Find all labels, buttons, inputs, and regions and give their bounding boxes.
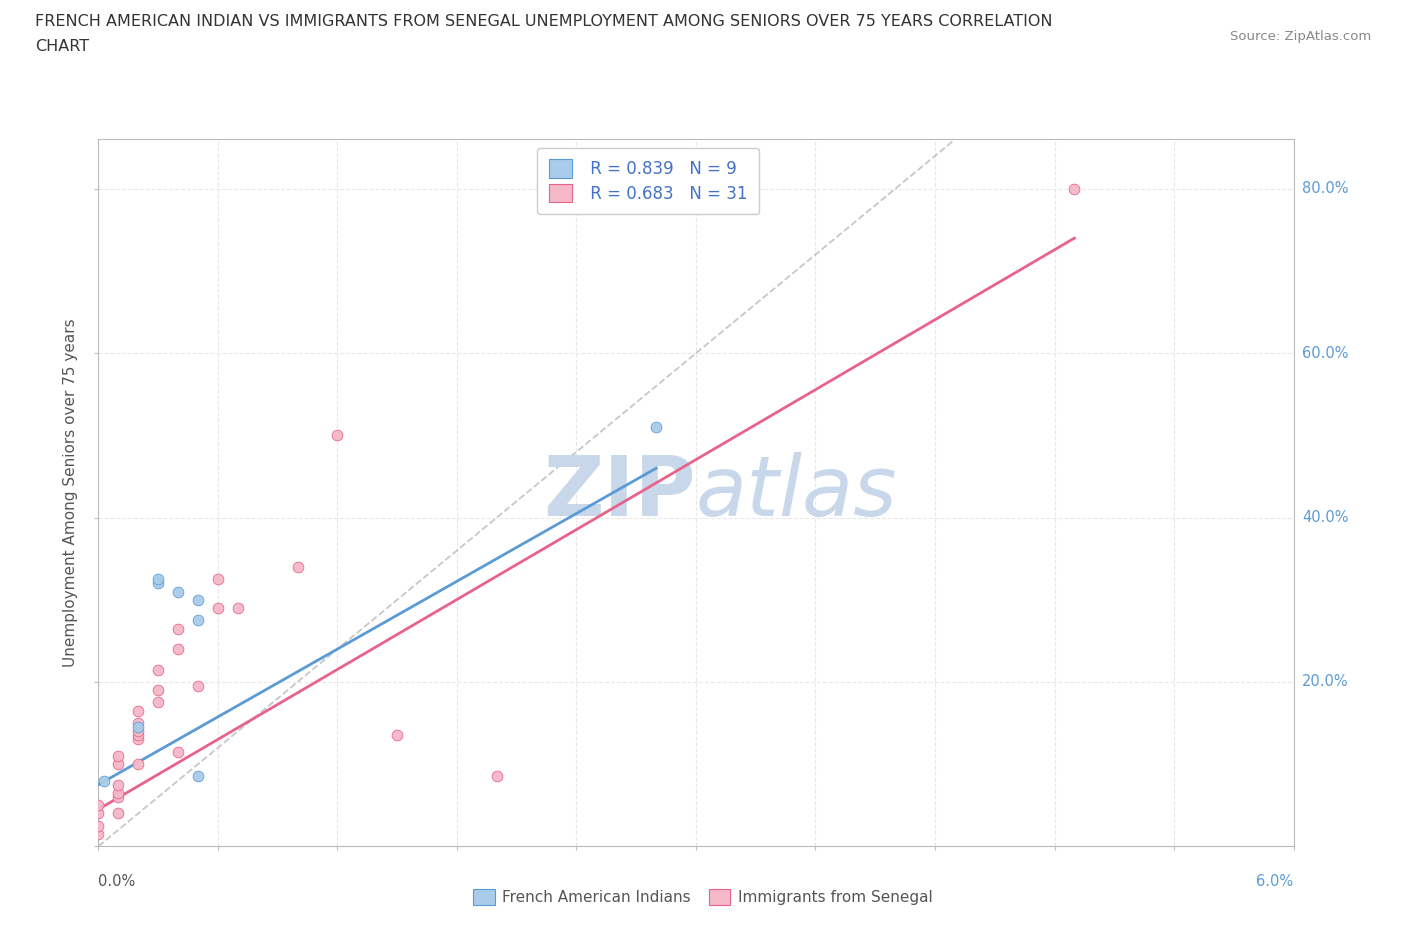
Point [107, 777, 129, 792]
Point [226, 601, 249, 616]
Point [148, 662, 170, 677]
Text: ZIP: ZIP [544, 452, 696, 534]
Point [167, 584, 190, 599]
Point [167, 744, 190, 759]
Text: 0.0%: 0.0% [98, 874, 135, 889]
Y-axis label: Unemployment Among Seniors over 75 years: Unemployment Among Seniors over 75 years [63, 319, 79, 667]
Point [127, 732, 149, 747]
Legend:  R = 0.839   N = 9,  R = 0.683   N = 31: R = 0.839 N = 9, R = 0.683 N = 31 [537, 148, 759, 214]
Point [87, 818, 110, 833]
Point [87, 798, 110, 813]
Point [93, 773, 115, 788]
Text: 80.0%: 80.0% [1302, 181, 1348, 196]
Point [207, 601, 229, 616]
Point [385, 728, 409, 743]
Point [148, 683, 170, 698]
Point [287, 560, 309, 575]
Point [167, 642, 190, 657]
Point [187, 592, 209, 607]
Point [87, 827, 110, 842]
Point [207, 572, 229, 587]
Point [148, 576, 170, 591]
Point [127, 703, 149, 718]
Point [167, 621, 190, 636]
Text: atlas: atlas [696, 452, 897, 534]
Point [127, 715, 149, 730]
Point [107, 786, 129, 801]
Point [107, 790, 129, 804]
Point [127, 724, 149, 738]
Text: 60.0%: 60.0% [1302, 346, 1348, 361]
Point [1063, 181, 1085, 196]
Point [148, 695, 170, 710]
Point [485, 769, 508, 784]
Point [148, 572, 170, 587]
Text: Source: ZipAtlas.com: Source: ZipAtlas.com [1230, 30, 1371, 43]
Text: 40.0%: 40.0% [1302, 510, 1348, 525]
Text: CHART: CHART [35, 39, 89, 54]
Text: FRENCH AMERICAN INDIAN VS IMMIGRANTS FROM SENEGAL UNEMPLOYMENT AMONG SENIORS OVE: FRENCH AMERICAN INDIAN VS IMMIGRANTS FRO… [35, 14, 1053, 29]
Point [107, 806, 129, 821]
Point [127, 728, 149, 743]
Point [645, 419, 668, 434]
Point [326, 428, 349, 443]
Point [107, 757, 129, 772]
Point [87, 806, 110, 821]
Point [187, 679, 209, 694]
Point [187, 769, 209, 784]
Point [127, 720, 149, 735]
Point [107, 749, 129, 764]
Legend: French American Indians, Immigrants from Senegal: French American Indians, Immigrants from… [465, 881, 941, 913]
Text: 20.0%: 20.0% [1302, 674, 1348, 689]
Point [127, 757, 149, 772]
Text: 6.0%: 6.0% [1257, 874, 1294, 889]
Point [187, 613, 209, 628]
